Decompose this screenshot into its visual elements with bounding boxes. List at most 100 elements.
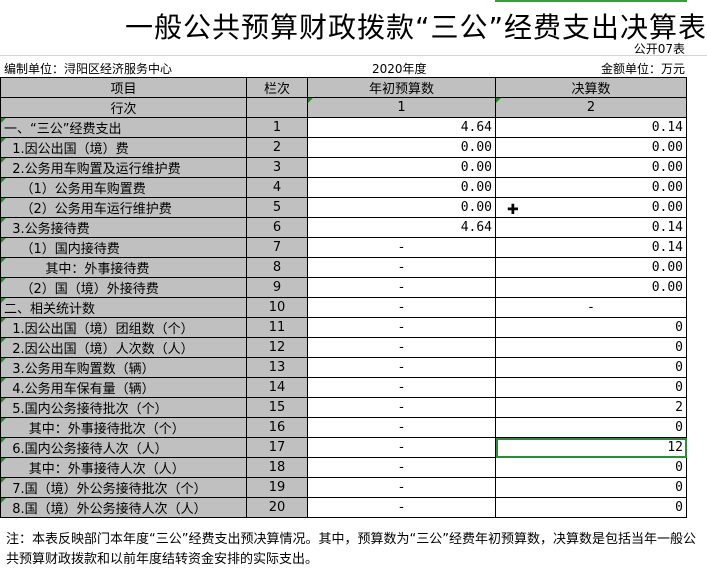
row-actual[interactable]: - (495, 297, 687, 318)
row-item[interactable]: 二、相关统计数 (0, 297, 247, 318)
row-number[interactable]: 14 (246, 377, 308, 398)
row-actual[interactable]: 0.14 (495, 117, 687, 138)
row-actual[interactable]: 0 (495, 337, 687, 358)
row-number[interactable]: 7 (246, 237, 308, 258)
row-actual[interactable]: 0 (495, 417, 687, 438)
row-budget[interactable]: - (307, 297, 496, 318)
row-budget[interactable]: - (307, 357, 496, 378)
table-row: 其中：外事接待人次（人） 18-0 (0, 457, 687, 478)
row-number[interactable]: 8 (246, 257, 308, 278)
row-number[interactable]: 16 (246, 417, 308, 438)
row-number[interactable]: 9 (246, 277, 308, 298)
row-number[interactable]: 2 (246, 137, 308, 158)
row-budget[interactable]: - (307, 437, 496, 458)
row-actual[interactable]: 0.00 (495, 277, 687, 298)
row-item[interactable]: 7.国（境）外公务接待批次（个） (0, 477, 247, 498)
row-item[interactable]: 3.公务接待费 (0, 217, 247, 238)
row-budget[interactable]: - (307, 417, 496, 438)
row-actual[interactable]: 2 (495, 397, 687, 418)
row-actual[interactable]: 0.00 (495, 197, 687, 218)
subheader-row: 行次 1 2 (0, 97, 687, 118)
row-item[interactable]: （2）公务用车运行维护费 (0, 197, 247, 218)
row-actual[interactable]: 0 (495, 477, 687, 498)
row-budget[interactable]: - (307, 277, 496, 298)
table-row: 2.公务用车购置及运行维护费 3 0.00 0.00 (0, 157, 687, 178)
row-actual[interactable]: 0 (495, 317, 687, 338)
row-budget[interactable]: - (307, 477, 496, 498)
row-budget[interactable]: - (307, 237, 496, 258)
row-budget[interactable]: - (307, 397, 496, 418)
row-budget[interactable]: - (307, 257, 496, 278)
table-row: 4.公务用车保有量（辆） 14-0 (0, 377, 687, 398)
row-item[interactable]: 5.国内公务接待批次（个） (0, 397, 247, 418)
row-item[interactable]: 1.因公出国（境）费 (0, 137, 247, 158)
table-row: （1）国内接待费 7-0.14 (0, 237, 687, 258)
subheader-budget[interactable]: 1 (307, 97, 496, 118)
row-actual[interactable]: 0 (495, 457, 687, 478)
row-item[interactable]: 2.公务用车购置及运行维护费 (0, 157, 247, 178)
row-actual[interactable]: 0 (495, 497, 687, 518)
row-budget[interactable]: - (307, 457, 496, 478)
row-number[interactable]: 18 (246, 457, 308, 478)
row-number[interactable]: 12 (246, 337, 308, 358)
row-budget[interactable]: 0.00 (307, 157, 496, 178)
row-budget[interactable]: 4.64 (307, 217, 496, 238)
header-budget[interactable]: 年初预算数 (307, 77, 496, 98)
row-number[interactable]: 10 (246, 297, 308, 318)
header-actual[interactable]: 决算数 (495, 77, 687, 98)
row-budget[interactable]: 0.00 (307, 137, 496, 158)
row-item[interactable]: （1）国内接待费 (0, 237, 247, 258)
row-number[interactable]: 19 (246, 477, 308, 498)
subheader-item[interactable]: 行次 (0, 97, 247, 118)
row-number[interactable]: 6 (246, 217, 308, 238)
row-item[interactable]: （1）公务用车购置费 (0, 177, 247, 198)
row-number[interactable]: 5 (246, 197, 308, 218)
row-number[interactable]: 20 (246, 497, 308, 518)
row-item[interactable]: 一、“三公”经费支出 (0, 117, 247, 138)
row-budget[interactable]: - (307, 497, 496, 518)
row-item[interactable]: 3.公务用车购置数（辆） (0, 357, 247, 378)
table-row: 8.国（境）外公务接待人次（人） 20-0 (0, 497, 687, 518)
footnote: 注：本表反映部门本年度“三公”经费支出预决算情况。其中，预算数为“三公”经费年初… (6, 532, 696, 567)
row-actual[interactable]: 0.00 (495, 137, 687, 158)
header-col[interactable]: 栏次 (246, 77, 308, 98)
subheader-actual[interactable]: 2 (495, 97, 687, 118)
row-number[interactable]: 13 (246, 357, 308, 378)
table-row: 一、“三公”经费支出 1 4.64 0.14 (0, 117, 687, 138)
row-actual[interactable]: 0.00 (495, 257, 687, 278)
row-number[interactable]: 17 (246, 437, 308, 458)
row-actual[interactable]: 0.00 (495, 177, 687, 198)
header-row: 项目 栏次 年初预算数 决算数 (0, 77, 687, 98)
row-budget[interactable]: 4.64 (307, 117, 496, 138)
row-budget[interactable]: - (307, 337, 496, 358)
row-number[interactable]: 11 (246, 317, 308, 338)
row-budget[interactable]: - (307, 317, 496, 338)
row-actual[interactable]: 0.00 (495, 157, 687, 178)
row-actual[interactable]: 0.14 (495, 237, 687, 258)
table-row: 1.因公出国（境）费 2 0.00 0.00 (0, 137, 687, 158)
row-number[interactable]: 4 (246, 177, 308, 198)
row-number[interactable]: 1 (246, 117, 308, 138)
row-number[interactable]: 15 (246, 397, 308, 418)
row-actual[interactable]: 12 (495, 437, 687, 458)
row-actual[interactable]: 0 (495, 357, 687, 378)
table-row: 7.国（境）外公务接待批次（个） 19-0 (0, 477, 687, 498)
header-item[interactable]: 项目 (0, 77, 247, 98)
row-budget[interactable]: 0.00 (307, 197, 496, 218)
row-budget[interactable]: 0.00 (307, 177, 496, 198)
row-item[interactable]: 其中：外事接待批次（个） (0, 417, 247, 438)
row-item[interactable]: 6.国内公务接待人次（人） (0, 437, 247, 458)
row-item[interactable]: 2.因公出国（境）人次数（人） (0, 337, 247, 358)
row-item[interactable]: 8.国（境）外公务接待人次（人） (0, 497, 247, 518)
cursor-icon: ✚ (507, 202, 519, 218)
row-item[interactable]: 其中：外事接待人次（人） (0, 457, 247, 478)
row-number[interactable]: 3 (246, 157, 308, 178)
subheader-col[interactable] (246, 97, 308, 118)
row-budget[interactable]: - (307, 377, 496, 398)
row-item[interactable]: 1.因公出国（境）团组数（个） (0, 317, 247, 338)
row-actual[interactable]: 0.14 (495, 217, 687, 238)
row-item[interactable]: 其中：外事接待费 (0, 257, 247, 278)
row-item[interactable]: 4.公务用车保有量（辆） (0, 377, 247, 398)
row-item[interactable]: （2）国（境）外接待费 (0, 277, 247, 298)
row-actual[interactable]: 0 (495, 377, 687, 398)
